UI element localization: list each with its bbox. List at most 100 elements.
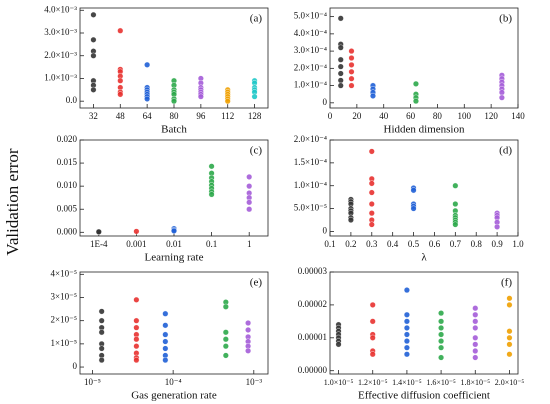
data-point xyxy=(368,189,375,196)
data-point xyxy=(197,93,204,100)
data-point xyxy=(412,98,419,105)
data-point xyxy=(348,55,355,62)
data-point xyxy=(222,336,229,343)
x-tick-label: 64 xyxy=(143,111,153,121)
data-point xyxy=(403,287,410,294)
x-tick-label: 0 xyxy=(328,111,333,121)
data-point xyxy=(472,305,479,312)
data-point xyxy=(403,338,410,345)
panel-label: (d) xyxy=(499,145,512,157)
y-tick-label: 1.0×10⁻⁴ xyxy=(294,180,327,190)
data-point xyxy=(369,301,376,308)
data-point xyxy=(369,92,376,99)
data-point xyxy=(162,331,169,338)
y-tick-label: 3.0×10⁻⁴ xyxy=(294,45,327,55)
data-point xyxy=(337,44,344,51)
panel-label: (a) xyxy=(250,13,263,25)
y-tick-label: 0 xyxy=(323,97,328,107)
y-axis-label: Validation error xyxy=(3,148,22,255)
data-point xyxy=(348,61,355,68)
x-tick-label: 0.7 xyxy=(450,239,462,249)
x-tick-label: 1 xyxy=(247,239,252,249)
y-tick-label: 5.0×10⁻⁵ xyxy=(294,203,327,213)
data-point xyxy=(368,221,375,228)
y-tick-label: 0.00003 xyxy=(298,266,328,276)
x-tick-label: 128 xyxy=(248,111,262,121)
y-tick-label: 2.0×10⁻⁴ xyxy=(294,134,327,144)
y-tick-label: 0 xyxy=(73,361,78,371)
data-point xyxy=(438,324,445,331)
data-point xyxy=(506,334,513,341)
y-tick-label: 3×10⁻⁵ xyxy=(51,292,77,302)
data-point xyxy=(90,86,97,93)
data-point xyxy=(438,318,445,325)
panel-label: (e) xyxy=(250,277,263,289)
y-tick-label: 1.0×10⁻⁴ xyxy=(294,80,327,90)
data-point xyxy=(369,318,376,325)
panel-label: (f) xyxy=(501,277,512,289)
x-tick-label: 20 xyxy=(352,111,362,121)
data-point xyxy=(506,301,513,308)
data-point xyxy=(368,148,375,155)
data-point xyxy=(133,296,140,303)
x-tick-label: 0.9 xyxy=(491,239,503,249)
plot-frame xyxy=(79,139,269,237)
data-point xyxy=(117,91,124,98)
data-point xyxy=(410,205,417,212)
data-point xyxy=(472,318,479,325)
x-tick-label: 0.4 xyxy=(387,239,399,249)
data-point xyxy=(347,216,354,223)
data-point xyxy=(368,210,375,217)
data-point xyxy=(90,52,97,59)
data-point xyxy=(498,89,505,96)
x-tick-label: 0.2 xyxy=(345,239,356,249)
data-point xyxy=(245,326,252,333)
data-point xyxy=(403,351,410,358)
data-point xyxy=(133,228,140,235)
data-point xyxy=(506,351,513,358)
data-point xyxy=(337,56,344,63)
data-point xyxy=(348,75,355,82)
data-point xyxy=(133,357,140,364)
plot-frame xyxy=(329,271,519,375)
data-point xyxy=(403,318,410,325)
data-point xyxy=(368,180,375,187)
data-point xyxy=(162,322,169,329)
data-point xyxy=(337,15,344,22)
y-tick-label: 0 xyxy=(323,225,328,235)
x-tick-label: 32 xyxy=(89,111,98,121)
data-point xyxy=(472,341,479,348)
x-tick-label: 0.01 xyxy=(166,239,182,249)
data-point xyxy=(369,351,376,358)
data-point xyxy=(403,344,410,351)
x-tick-label: 0.6 xyxy=(429,239,441,249)
x-tick-label: 60 xyxy=(406,111,416,121)
data-point xyxy=(438,331,445,338)
x-tick-label: 0.5 xyxy=(408,239,420,249)
data-point xyxy=(403,311,410,318)
y-tick-label: 2.0×10⁻⁴ xyxy=(294,62,327,72)
data-point xyxy=(348,68,355,75)
data-point xyxy=(337,63,344,70)
x-tick-label: 0.3 xyxy=(366,239,378,249)
x-tick-label: 0.8 xyxy=(471,239,483,249)
plot-frame xyxy=(79,271,269,375)
data-point xyxy=(144,95,151,102)
data-point xyxy=(208,191,215,198)
data-point xyxy=(133,317,140,324)
data-point xyxy=(117,77,124,84)
data-point xyxy=(133,343,140,350)
x-tick-label: 48 xyxy=(116,111,126,121)
x-tick-label: 140 xyxy=(511,111,525,121)
data-point xyxy=(337,82,344,89)
data-point xyxy=(403,331,410,338)
data-point xyxy=(162,310,169,317)
data-point xyxy=(245,320,252,327)
x-tick-label: 10⁻⁴ xyxy=(165,377,182,387)
data-point xyxy=(90,11,97,18)
x-axis-label: Effective diffusion coefficient xyxy=(358,390,490,402)
y-tick-label: 1×10⁻⁵ xyxy=(51,338,77,348)
y-tick-label: 0.015 xyxy=(57,157,78,167)
x-tick-label: 112 xyxy=(221,111,234,121)
